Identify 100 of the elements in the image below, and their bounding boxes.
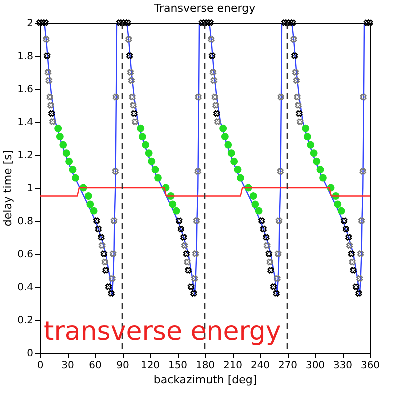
point [212,94,218,101]
point [214,110,220,118]
y-axis-title: delay time [s] [2,150,15,227]
y-tick-label: 1.2 [18,150,34,162]
point [182,242,188,250]
point [304,133,312,141]
point [152,166,160,174]
point [293,77,300,84]
point [338,207,346,215]
point [145,150,153,158]
point [334,200,342,208]
point [178,226,184,233]
x-tick-label: 30 [62,360,74,372]
point [198,20,206,26]
point [342,226,350,233]
point [94,218,100,224]
point [188,284,195,290]
point [137,124,145,132]
point [126,52,134,60]
point [210,77,218,84]
point [350,267,357,274]
point [108,290,115,297]
point [296,110,303,118]
point [54,124,62,132]
x-tick-label: 60 [89,360,102,372]
point [270,284,278,290]
point [192,275,198,282]
point [124,20,132,26]
point [43,36,50,43]
point [294,94,301,101]
point [273,290,280,297]
point [264,242,271,250]
point [131,110,138,118]
point [209,52,216,60]
point [230,158,238,166]
point [56,133,64,141]
point [50,118,56,126]
point [292,69,300,76]
point [69,166,77,174]
point [237,174,244,182]
point [66,158,74,166]
point [112,94,120,101]
point [234,166,242,174]
point [346,242,354,250]
y-tick-label: 2 [27,18,34,30]
point [102,258,108,266]
point [110,250,117,258]
point [228,150,236,158]
point [98,234,105,241]
point [116,20,124,26]
point [102,267,110,274]
point [193,218,200,224]
point [274,275,281,282]
y-tick-label: 1.8 [18,52,34,62]
point [316,166,324,174]
x-tick-label: 120 [140,360,160,372]
point [252,200,260,208]
point [290,20,296,26]
point [310,150,318,158]
point [313,158,321,166]
point [214,118,222,126]
point [275,250,282,258]
point [148,158,156,166]
x-tick-label: 360 [360,360,380,372]
x-tick-label: 150 [168,360,188,372]
point [195,94,202,101]
point [142,141,150,149]
point [221,133,229,141]
point [112,168,119,175]
x-tick-label: 0 [37,360,44,372]
point [62,150,70,158]
point [360,168,366,175]
y-tick-label: 1.6 [18,84,34,96]
point [48,110,56,118]
point [358,250,364,258]
point [320,174,327,182]
point [126,36,132,43]
point [183,250,190,258]
point [281,20,288,26]
point [185,267,192,274]
point [109,275,116,282]
point [224,141,232,149]
point [290,36,298,43]
point [90,207,98,215]
x-tick-label: 180 [196,360,216,372]
point [184,258,191,266]
x-axis-title: backazimuth [deg] [154,374,258,386]
point [194,168,202,175]
point [46,94,54,101]
point [263,234,270,241]
point [192,250,200,258]
point [44,52,51,60]
point [100,250,108,258]
point [276,218,283,224]
point [266,250,272,258]
y-tick-label: 0.8 [18,216,34,228]
y-tick-label: 1 [27,184,34,194]
point [44,69,52,76]
point [307,141,315,149]
point [99,242,106,250]
